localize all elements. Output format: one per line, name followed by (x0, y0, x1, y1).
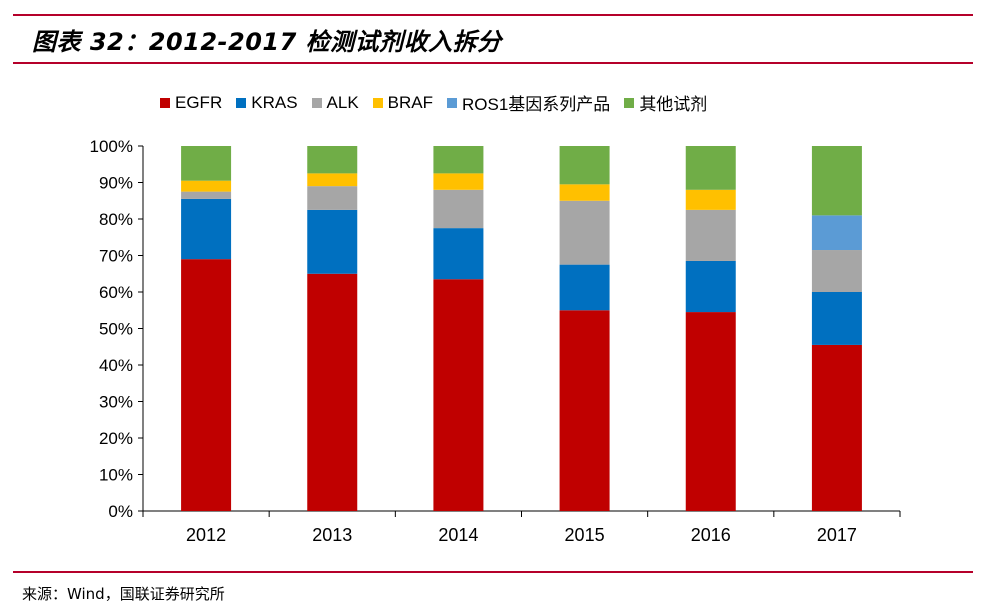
bar-segment-kras-2014 (433, 228, 484, 280)
bar-segment-other-2013 (307, 146, 358, 174)
y-tick-label: 10% (99, 466, 133, 485)
x-tick-label: 2015 (565, 525, 605, 545)
x-tick-label: 2012 (186, 525, 226, 545)
legend-label-braf: BRAF (387, 92, 434, 112)
bar-segment-egfr-2017 (811, 344, 862, 511)
bottom-rule (13, 571, 973, 573)
bar-segment-braf-2013 (307, 173, 358, 187)
bar-segment-ros1-2017 (811, 215, 862, 251)
bar-segment-alk-2014 (433, 189, 484, 229)
source-note: 来源：Wind，国联证券研究所 (22, 585, 225, 603)
bar-segment-other-2014 (433, 146, 484, 174)
bar-segment-kras-2012 (181, 198, 232, 260)
bar-segment-braf-2014 (433, 173, 484, 190)
bar-segment-braf-2012 (181, 180, 232, 192)
x-tick-label: 2014 (438, 525, 478, 545)
legend-swatch-kras (236, 97, 247, 108)
bar-segment-braf-2015 (559, 184, 610, 201)
legend-item-other: 其他试剂 (624, 90, 707, 115)
bar-segment-alk-2012 (181, 191, 232, 199)
legend-label-egfr: EGFR (175, 92, 223, 112)
y-tick-label: 100% (90, 137, 133, 156)
bar-segment-other-2012 (181, 146, 232, 181)
bar-segment-other-2015 (559, 146, 610, 185)
bar-segment-egfr-2013 (307, 273, 358, 511)
y-tick-label: 20% (99, 429, 133, 448)
legend-label-other: 其他试剂 (639, 95, 708, 114)
x-tick-label: 2017 (817, 525, 857, 545)
x-tick-label: 2016 (691, 525, 731, 545)
legend-swatch-other (624, 97, 635, 108)
legend-item-kras: KRAS (236, 92, 298, 113)
top-rule (13, 14, 973, 16)
bar-segment-kras-2015 (559, 264, 610, 311)
legend-item-ros1: ROS1基因系列产品 (447, 90, 610, 115)
legend-item-egfr: EGFR (160, 93, 222, 113)
bar-segment-kras-2017 (811, 292, 862, 345)
y-tick-label: 70% (99, 247, 133, 266)
legend-label-ros1: ROS1基因系列产品 (462, 95, 611, 114)
bar-segment-braf-2016 (685, 189, 736, 210)
legend-swatch-ros1 (447, 97, 458, 108)
y-tick-label: 50% (99, 320, 133, 339)
legend-swatch-alk (311, 97, 322, 108)
bar-segment-alk-2017 (811, 250, 862, 292)
legend-item-braf: BRAF (372, 92, 434, 113)
bar-segment-other-2017 (811, 146, 862, 216)
legend-swatch-egfr (160, 97, 170, 108)
chart-legend: EGFR KRAS ALK BRAF ROS1基因系列产品 其他试剂 (160, 90, 707, 115)
y-tick-label: 90% (99, 174, 133, 193)
legend-swatch-braf (372, 97, 383, 108)
bar-segment-other-2016 (685, 146, 736, 190)
legend-label-kras: KRAS (251, 92, 298, 112)
bar-segment-alk-2016 (685, 209, 736, 261)
figure-title: 图表 32：2012-2017 检测试剂收入拆分 (32, 28, 502, 56)
bar-segment-kras-2013 (307, 209, 358, 274)
title-rule (13, 62, 973, 64)
legend-label-alk: ALK (326, 92, 359, 112)
bar-segment-alk-2015 (559, 200, 610, 265)
x-tick-label: 2013 (312, 525, 352, 545)
y-tick-label: 40% (99, 356, 133, 375)
bar-segment-kras-2016 (685, 260, 736, 313)
y-tick-label: 30% (99, 393, 133, 412)
bar-segment-egfr-2012 (181, 259, 232, 511)
y-tick-label: 0% (108, 502, 133, 521)
bar-segment-egfr-2016 (685, 312, 736, 511)
y-tick-label: 80% (99, 210, 133, 229)
bar-segment-egfr-2015 (559, 310, 610, 511)
bar-segment-alk-2013 (307, 186, 358, 210)
legend-item-alk: ALK (311, 92, 359, 113)
bar-segment-egfr-2014 (433, 279, 484, 511)
y-tick-label: 60% (99, 283, 133, 302)
